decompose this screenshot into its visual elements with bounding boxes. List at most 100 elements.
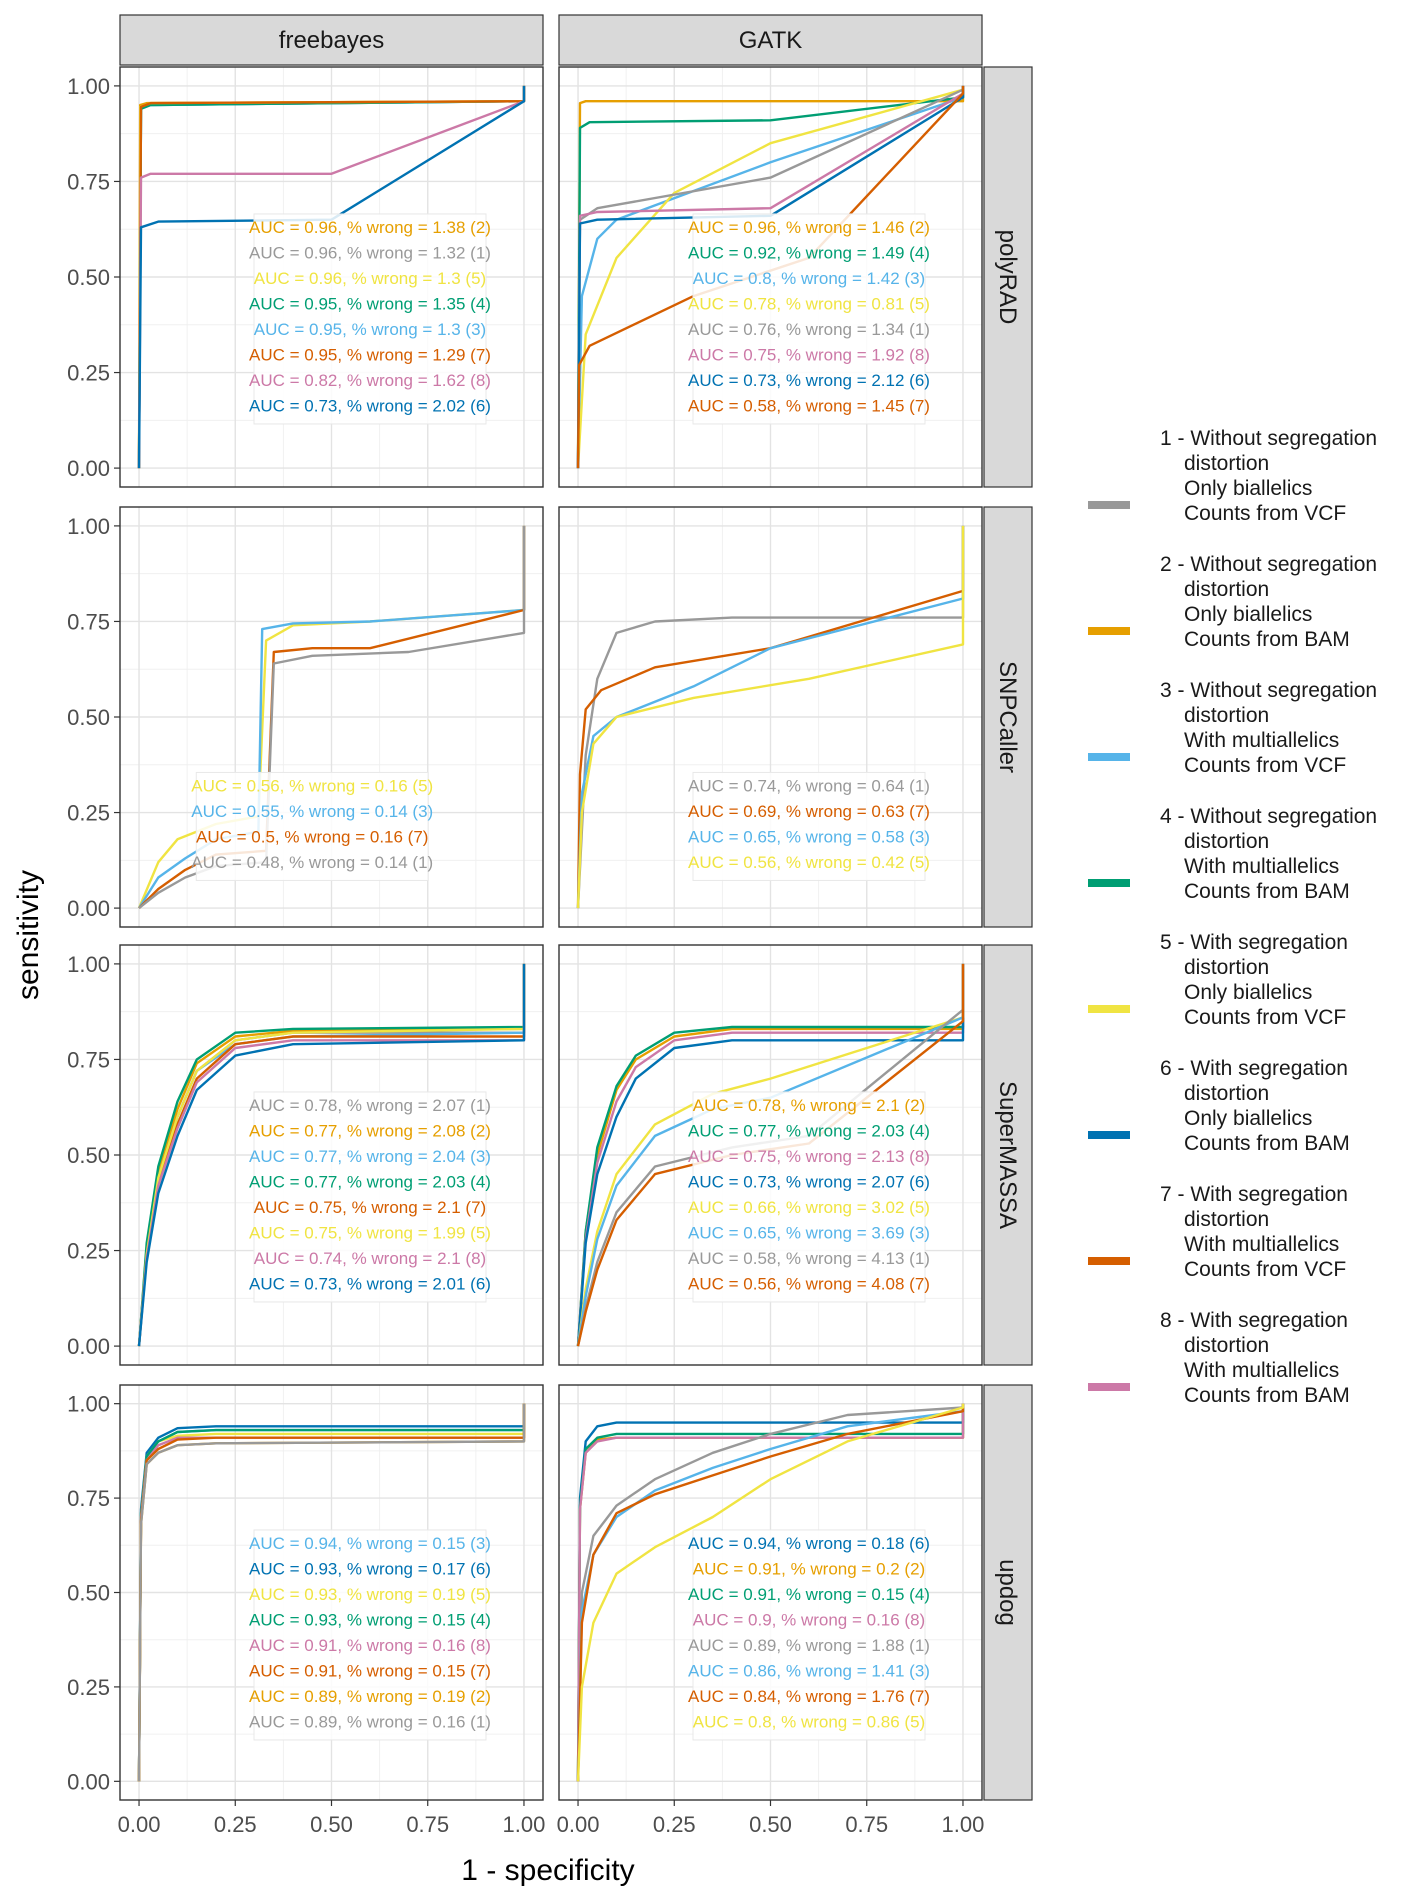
row-strip-label: SuperMASSA bbox=[994, 1081, 1021, 1229]
auc-label: AUC = 0.8, % wrong = 0.86 (5) bbox=[693, 1712, 925, 1731]
auc-label: AUC = 0.78, % wrong = 2.07 (1) bbox=[249, 1096, 491, 1115]
auc-label: AUC = 0.86, % wrong = 1.41 (3) bbox=[688, 1661, 930, 1680]
row-strip-label: SNPCaller bbox=[994, 661, 1021, 773]
y-tick-label: 0.25 bbox=[67, 1239, 110, 1264]
y-tick-label: 0.00 bbox=[67, 456, 110, 481]
auc-label: AUC = 0.78, % wrong = 2.1 (2) bbox=[693, 1096, 925, 1115]
column-strip bbox=[119, 14, 544, 66]
roc-curve-series-1 bbox=[138, 525, 526, 910]
row-strip-label: polyRAD bbox=[994, 230, 1021, 325]
auc-label: AUC = 0.56, % wrong = 0.16 (5) bbox=[191, 776, 433, 795]
auc-label: AUC = 0.94, % wrong = 0.18 (6) bbox=[688, 1534, 930, 1553]
y-tick-label: 1.00 bbox=[67, 514, 110, 539]
legend-label: Only biallelics bbox=[1184, 603, 1312, 626]
legend-label: Counts from VCF bbox=[1184, 1258, 1346, 1281]
auc-label: AUC = 0.77, % wrong = 2.03 (4) bbox=[249, 1172, 491, 1191]
y-tick-label: 0.75 bbox=[67, 1486, 110, 1511]
legend-label: Counts from BAM bbox=[1184, 628, 1350, 651]
auc-label: AUC = 0.93, % wrong = 0.15 (4) bbox=[249, 1610, 491, 1629]
legend-label: distortion bbox=[1184, 578, 1269, 601]
auc-label: AUC = 0.91, % wrong = 0.15 (7) bbox=[249, 1661, 491, 1680]
legend-label: Counts from VCF bbox=[1184, 1006, 1346, 1029]
auc-label-box bbox=[253, 1529, 487, 1741]
x-tick-label: 1.00 bbox=[503, 1812, 546, 1837]
legend-label: 5 - With segregation bbox=[1160, 931, 1348, 954]
panel-border bbox=[558, 66, 983, 488]
roc-curve-series-5 bbox=[576, 525, 965, 909]
y-tick-label: 0.25 bbox=[67, 1675, 110, 1700]
x-tick-label: 0.25 bbox=[653, 1812, 696, 1837]
auc-label-box bbox=[253, 1091, 487, 1303]
auc-label: AUC = 0.8, % wrong = 1.42 (3) bbox=[693, 269, 925, 288]
auc-label: AUC = 0.95, % wrong = 1.29 (7) bbox=[249, 345, 491, 364]
legend-label: With multiallelics bbox=[1184, 855, 1339, 878]
auc-label-box bbox=[692, 1091, 926, 1303]
auc-label: AUC = 0.96, % wrong = 1.38 (2) bbox=[249, 218, 491, 237]
facet-panel: AUC = 0.78, % wrong = 2.1 (2) AUC = 0.77,… bbox=[558, 944, 983, 1366]
roc-curve-series-3 bbox=[576, 525, 965, 909]
x-tick-label: 0.00 bbox=[557, 1812, 600, 1837]
legend-label: Counts from VCF bbox=[1184, 754, 1346, 777]
legend-label: distortion bbox=[1184, 1082, 1269, 1105]
legend-label: Only biallelics bbox=[1184, 1107, 1312, 1130]
y-tick-label: 1.00 bbox=[67, 74, 110, 99]
y-tick-label: 0.75 bbox=[67, 169, 110, 194]
x-tick-label: 0.75 bbox=[845, 1812, 888, 1837]
roc-curve-series-4 bbox=[576, 963, 965, 1347]
y-tick-label: 0.75 bbox=[67, 1047, 110, 1072]
row-strip bbox=[983, 506, 1033, 928]
roc-curve-series-3 bbox=[137, 525, 526, 909]
auc-label: AUC = 0.89, % wrong = 0.16 (1) bbox=[249, 1712, 491, 1731]
roc-curve-series-5 bbox=[576, 1403, 965, 1782]
panel-border bbox=[558, 506, 983, 928]
auc-label: AUC = 0.91, % wrong = 0.16 (8) bbox=[249, 1636, 491, 1655]
legend-label: Counts from BAM bbox=[1184, 880, 1350, 903]
facet-panel: AUC = 0.94, % wrong = 0.18 (6) AUC = 0.91… bbox=[557, 1384, 984, 1837]
auc-label-box bbox=[195, 771, 429, 881]
auc-label: AUC = 0.75, % wrong = 2.13 (8) bbox=[688, 1147, 930, 1166]
auc-label: AUC = 0.77, % wrong = 2.04 (3) bbox=[249, 1147, 491, 1166]
row-strip bbox=[983, 66, 1033, 488]
legend-label: 4 - Without segregation bbox=[1160, 805, 1377, 828]
auc-label: AUC = 0.84, % wrong = 1.76 (7) bbox=[688, 1687, 930, 1706]
y-tick-label: 0.00 bbox=[67, 896, 110, 921]
facet-panel: AUC = 0.96, % wrong = 1.38 (2) AUC = 0.96… bbox=[67, 66, 544, 488]
auc-label: AUC = 0.65, % wrong = 3.69 (3) bbox=[688, 1223, 930, 1242]
auc-label: AUC = 0.56, % wrong = 4.08 (7) bbox=[688, 1274, 930, 1293]
auc-label: AUC = 0.96, % wrong = 1.46 (2) bbox=[688, 218, 930, 237]
roc-curve-series-1 bbox=[576, 1403, 965, 1782]
auc-label: AUC = 0.58, % wrong = 4.13 (1) bbox=[688, 1249, 930, 1268]
auc-label: AUC = 0.77, % wrong = 2.08 (2) bbox=[249, 1121, 491, 1140]
legend-label: Only biallelics bbox=[1184, 981, 1312, 1004]
y-axis-title: sensitivity bbox=[12, 870, 45, 1000]
auc-label: AUC = 0.91, % wrong = 0.15 (4) bbox=[688, 1585, 930, 1604]
auc-label: AUC = 0.89, % wrong = 1.88 (1) bbox=[688, 1636, 930, 1655]
y-tick-label: 0.00 bbox=[67, 1334, 110, 1359]
legend-label: With multiallelics bbox=[1184, 729, 1339, 752]
x-axis-title: 1 - specificity bbox=[461, 1854, 634, 1887]
column-strip bbox=[558, 14, 983, 66]
auc-label: AUC = 0.73, % wrong = 2.01 (6) bbox=[249, 1274, 491, 1293]
row-strip-label: updog bbox=[994, 1559, 1021, 1626]
legend-label: distortion bbox=[1184, 956, 1269, 979]
legend-label: distortion bbox=[1184, 452, 1269, 475]
auc-label-box bbox=[253, 213, 487, 425]
legend-label: distortion bbox=[1184, 1208, 1269, 1231]
auc-label: AUC = 0.74, % wrong = 0.64 (1) bbox=[688, 776, 930, 795]
auc-label: AUC = 0.74, % wrong = 2.1 (8) bbox=[254, 1249, 486, 1268]
facet-panel: AUC = 0.78, % wrong = 2.07 (1) AUC = 0.77… bbox=[67, 944, 544, 1366]
legend-label: 3 - Without segregation bbox=[1160, 679, 1377, 702]
auc-label: AUC = 0.48, % wrong = 0.14 (1) bbox=[191, 853, 433, 872]
auc-label: AUC = 0.91, % wrong = 0.2 (2) bbox=[693, 1559, 925, 1578]
auc-label: AUC = 0.5, % wrong = 0.16 (7) bbox=[196, 827, 428, 846]
facet-panel: AUC = 0.96, % wrong = 1.46 (2) AUC = 0.92… bbox=[558, 66, 983, 488]
y-tick-label: 1.00 bbox=[67, 952, 110, 977]
auc-label: AUC = 0.96, % wrong = 1.3 (5) bbox=[254, 269, 486, 288]
auc-label: AUC = 0.78, % wrong = 0.81 (5) bbox=[688, 294, 930, 313]
auc-label: AUC = 0.58, % wrong = 1.45 (7) bbox=[688, 396, 930, 415]
